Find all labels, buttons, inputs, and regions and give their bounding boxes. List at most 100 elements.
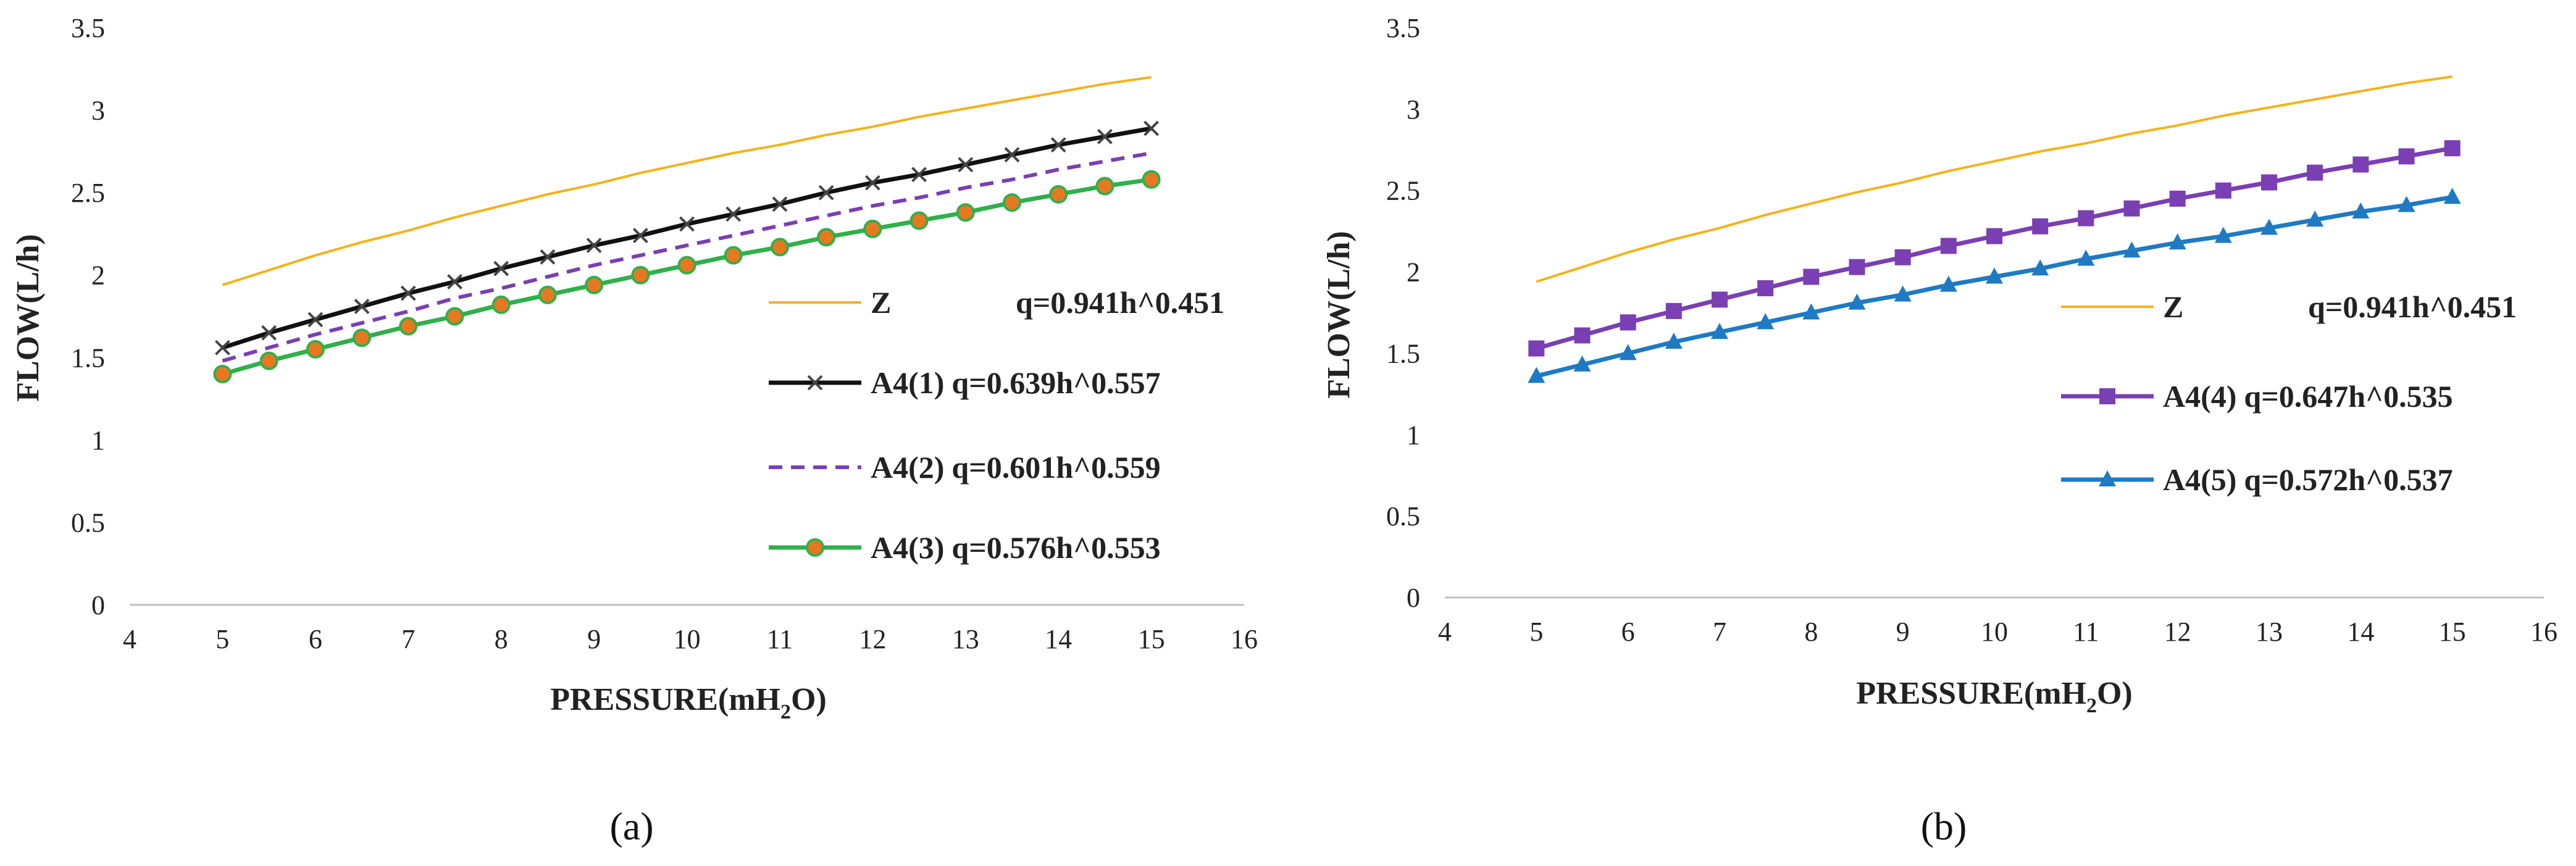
data-point-a4-1: [1004, 147, 1020, 163]
data-point-a4-4: [2444, 140, 2461, 157]
data-point-a4-5: [2398, 196, 2415, 212]
data-point-a4-1: [1144, 120, 1159, 136]
x-tick-label: 9: [587, 624, 601, 654]
data-point-a4-5: [2099, 470, 2116, 486]
x-tick-label: 16: [1231, 624, 1258, 654]
y-tick-label: 1: [1407, 420, 1420, 450]
data-point-a4-1: [493, 260, 509, 277]
series-line-a4-2: [222, 151, 1152, 363]
x-tick-label: 9: [1896, 617, 1910, 647]
y-tick-label: 1: [91, 425, 105, 456]
data-point-a4-5: [1848, 293, 1866, 310]
data-point-a4-4: [1712, 291, 1728, 308]
x-tick-label: 12: [859, 624, 886, 654]
data-point-a4-5: [2077, 249, 2095, 266]
y-tick-label: 2.5: [71, 178, 105, 208]
x-tick-label: 15: [2439, 617, 2466, 647]
data-point-a4-5: [1757, 313, 1775, 330]
data-point-a4-4: [1620, 314, 1636, 331]
legend-label-a4-2: A4(2) q=0.601h^0.559: [871, 450, 1161, 485]
data-point-a4-1: [911, 167, 927, 183]
data-point-a4-3: [863, 219, 882, 238]
x-tick-label: 5: [215, 624, 229, 654]
data-point-a4-3: [538, 285, 557, 304]
y-tick-label: 0.5: [71, 507, 105, 538]
x-tick-label: 15: [1138, 624, 1165, 654]
data-point-a4-3: [213, 365, 232, 383]
data-point-a4-4: [2307, 164, 2323, 181]
data-point-a4-3: [1002, 193, 1021, 212]
data-point-a4-4: [1757, 280, 1774, 296]
data-point-a4-3: [956, 203, 975, 222]
data-point-a4-5: [1802, 303, 1820, 320]
data-point-a4-1: [1097, 128, 1113, 144]
x-tick-label: 4: [1438, 617, 1452, 647]
y-tick-label: 3.5: [71, 13, 105, 43]
chart-panel-b: FLOW(L/h) PRESSURE(mH2O) (b) 4 5 6 7 8 9 10 11 1…: [1321, 13, 2557, 848]
series-line-z: [222, 76, 1152, 286]
data-point-a4-4: [2099, 388, 2115, 404]
data-point-a4-3: [1142, 170, 1161, 189]
legend-label-a4-3: A4(3) q=0.576h^0.553: [871, 530, 1161, 565]
legend-entry-a4-4: A4(4) q=0.647h^0.535: [2061, 379, 2453, 414]
x-tick-label: 13: [952, 624, 979, 654]
data-point-a4-3: [399, 317, 418, 336]
x-tick-label: 10: [674, 624, 701, 654]
data-point-a4-4: [2398, 148, 2415, 165]
data-point-a4-3: [353, 328, 372, 348]
y-tick-label: 2: [91, 260, 105, 291]
legend-entry-a4-5: A4(5) q=0.572h^0.537: [2061, 462, 2453, 497]
data-point-a4-4: [1849, 259, 1865, 275]
data-point-a4-5: [1573, 355, 1591, 372]
y-axis-label: FLOW(L/h): [1321, 231, 1357, 399]
y-tick-label: 0.5: [1386, 501, 1420, 531]
data-point-a4-1: [807, 375, 823, 391]
data-point-a4-5: [1986, 267, 2003, 284]
x-tick-label: 8: [495, 624, 508, 654]
x-tick-label: 12: [2164, 617, 2191, 647]
data-point-a4-3: [585, 275, 604, 294]
data-point-a4-3: [259, 351, 278, 370]
data-point-a4-3: [770, 238, 789, 257]
data-point-a4-4: [1940, 238, 1957, 254]
data-point-a4-1: [586, 238, 602, 254]
legend-entry-a4-3: A4(3) q=0.576h^0.553: [769, 530, 1161, 565]
data-point-a4-5: [2260, 219, 2278, 235]
data-point-a4-1: [818, 185, 834, 201]
legend-entry-a4-2: A4(2) q=0.601h^0.559: [769, 450, 1161, 485]
y-tick-label: 3: [91, 96, 105, 126]
x-tick-label: 8: [1804, 617, 1818, 647]
data-point-a4-5: [2214, 227, 2232, 243]
x-axis-label: PRESSURE(mH2O): [1856, 676, 2132, 717]
panel-label-b: (b): [1921, 804, 1967, 848]
x-tick-label: 14: [1045, 624, 1072, 654]
data-point-a4-4: [1665, 302, 1682, 319]
data-point-a4-3: [910, 211, 929, 230]
data-point-a4-1: [307, 312, 324, 328]
data-point-a4-3: [677, 256, 696, 275]
y-tick-label: 1.5: [1386, 338, 1420, 368]
data-point-a4-5: [1939, 275, 1957, 292]
data-point-a4-1: [726, 206, 742, 222]
data-point-a4-1: [354, 299, 370, 314]
data-point-a4-5: [2352, 202, 2370, 219]
data-point-a4-4: [2352, 156, 2369, 173]
y-tick-label: 1.5: [71, 343, 105, 373]
y-axis-label: FLOW(L/h): [10, 234, 46, 402]
x-tick-label: 11: [767, 624, 793, 654]
data-point-a4-3: [306, 339, 325, 359]
data-point-a4-1: [772, 196, 788, 212]
data-point-a4-5: [2123, 241, 2141, 258]
data-point-a4-5: [1665, 332, 1683, 349]
data-point-a4-4: [1894, 249, 1911, 265]
x-tick-label: 6: [309, 624, 322, 654]
x-tick-label: 10: [1981, 617, 2008, 647]
data-point-a4-3: [724, 246, 743, 265]
series-line-a4-1: [222, 126, 1152, 350]
data-point-a4-4: [1986, 228, 2002, 244]
data-point-a4-4: [2169, 190, 2186, 207]
